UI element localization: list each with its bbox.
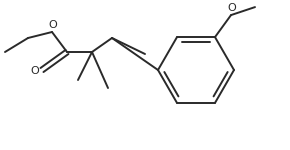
Text: O: O <box>30 66 39 76</box>
Text: O: O <box>49 20 57 30</box>
Text: O: O <box>228 3 236 13</box>
